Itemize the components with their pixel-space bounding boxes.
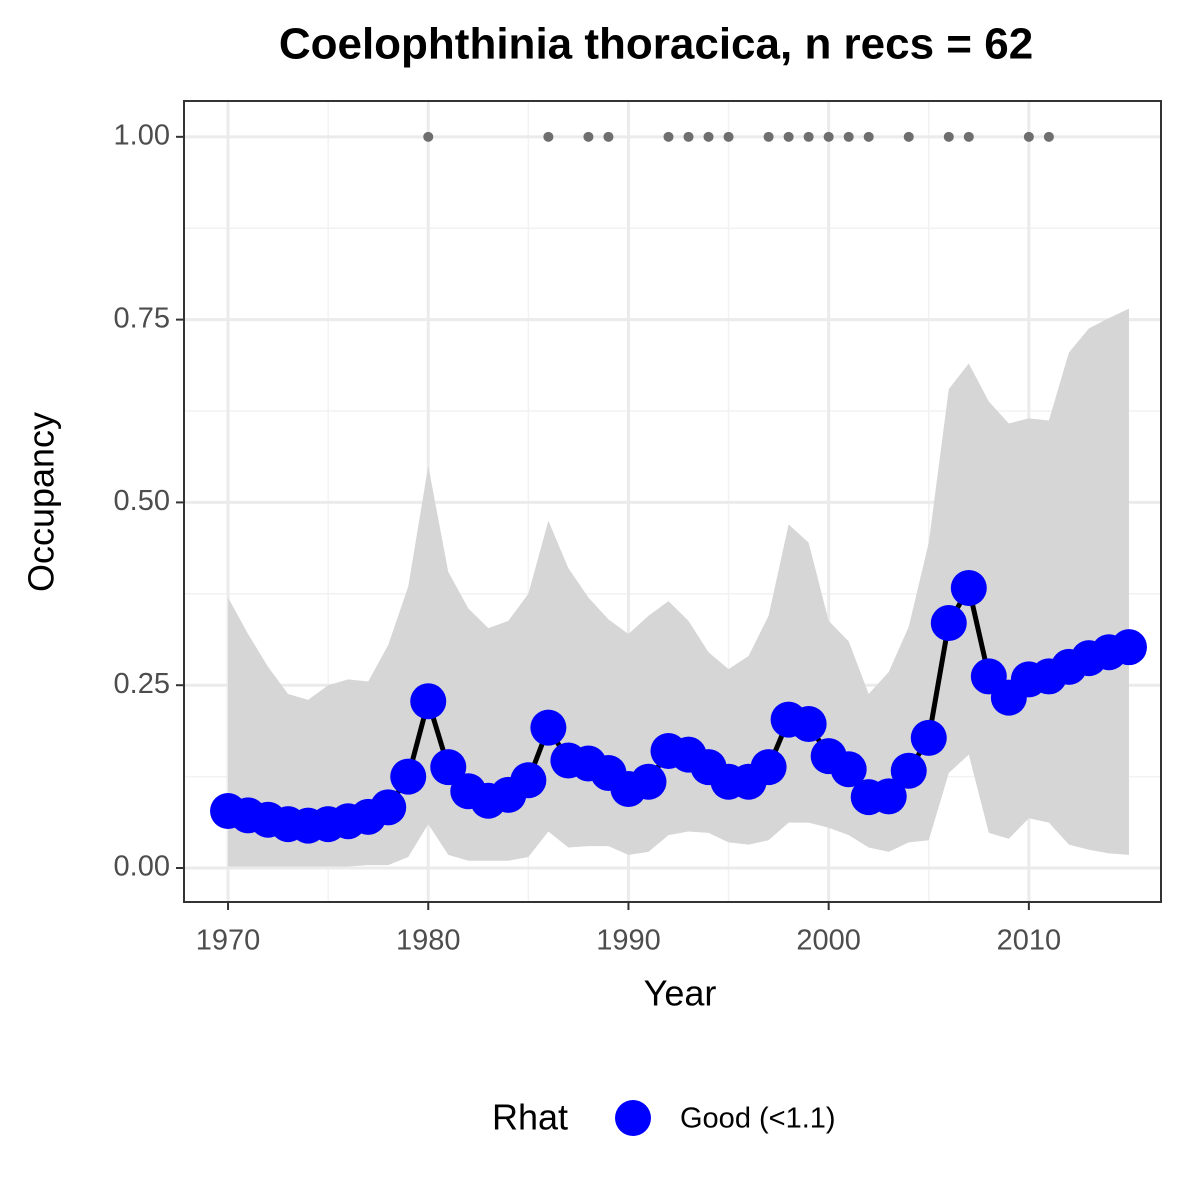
record-dot <box>803 131 814 142</box>
occupancy-point <box>750 749 787 786</box>
x-tick-label: 1970 <box>196 925 261 957</box>
record-dot <box>603 131 614 142</box>
x-tick-label: 1990 <box>596 925 661 957</box>
occupancy-point <box>530 709 567 746</box>
y-tick-label: 1.00 <box>114 119 170 151</box>
legend-title: Rhat <box>492 1097 568 1138</box>
record-dot <box>943 131 954 142</box>
chart-title: Coelophthinia thoracica, n recs = 62 <box>279 20 1033 69</box>
legend-label: Good (<1.1) <box>680 1103 836 1135</box>
record-dot <box>763 131 774 142</box>
y-tick-label: 0.00 <box>114 851 170 883</box>
y-tick-label: 0.75 <box>114 302 170 334</box>
y-tick-label: 0.25 <box>114 668 170 700</box>
record-dot <box>903 131 914 142</box>
record-dot <box>1043 131 1054 142</box>
occupancy-point <box>390 758 427 795</box>
occupancy-point <box>370 789 407 826</box>
record-dot <box>683 131 694 142</box>
y-axis-title: Occupancy <box>21 412 62 592</box>
occupancy-point <box>890 752 927 789</box>
record-dot <box>723 131 734 142</box>
occupancy-point <box>410 683 447 720</box>
record-dot <box>703 131 714 142</box>
record-dot <box>583 131 594 142</box>
record-dot <box>663 131 674 142</box>
occupancy-point <box>830 751 867 788</box>
record-dot <box>863 131 874 142</box>
occupancy-point <box>510 762 547 799</box>
x-tick-label: 2000 <box>796 925 861 957</box>
occupancy-point <box>630 763 667 800</box>
record-dot <box>1023 131 1034 142</box>
record-dot <box>783 131 794 142</box>
occupancy-point <box>950 569 987 606</box>
record-dot <box>823 131 834 142</box>
credible-band <box>228 308 1129 867</box>
occupancy-point <box>430 749 467 786</box>
x-tick-label: 1980 <box>396 925 461 957</box>
x-axis-title: Year <box>644 973 717 1014</box>
plot-border <box>183 100 1162 903</box>
occupancy-point <box>870 778 907 815</box>
record-dot <box>543 131 554 142</box>
legend-swatch <box>615 1100 651 1136</box>
occupancy-point <box>790 705 827 742</box>
record-dot <box>963 131 974 142</box>
occupancy-point <box>1110 629 1147 666</box>
record-dot <box>423 131 434 142</box>
y-tick-label: 0.50 <box>114 485 170 517</box>
x-tick-label: 2010 <box>997 925 1062 957</box>
record-dot <box>843 131 854 142</box>
occupancy-point <box>930 605 967 642</box>
occupancy-point <box>910 719 947 756</box>
